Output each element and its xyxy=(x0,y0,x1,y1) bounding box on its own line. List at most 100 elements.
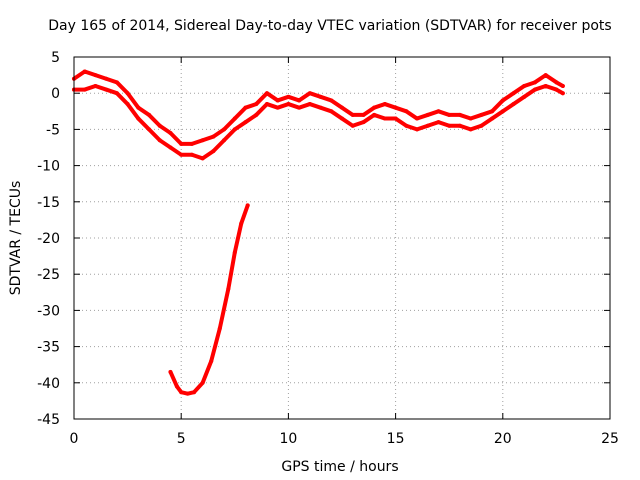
data-point xyxy=(479,112,484,117)
data-point xyxy=(318,94,323,99)
data-point xyxy=(232,250,237,255)
data-point xyxy=(447,123,452,128)
data-point xyxy=(468,116,473,121)
data-point xyxy=(490,116,495,121)
data-point xyxy=(211,149,216,154)
data-point xyxy=(243,120,248,125)
data-point xyxy=(179,141,184,146)
data-point xyxy=(436,109,441,114)
grid xyxy=(74,57,610,419)
data-point xyxy=(82,69,87,74)
data-point xyxy=(189,152,194,157)
series-line-sdtvar-dip xyxy=(168,203,250,396)
data-point xyxy=(511,102,516,107)
data-point xyxy=(425,123,430,128)
data-point xyxy=(222,138,227,143)
data-point xyxy=(404,109,409,114)
data-point xyxy=(307,102,312,107)
data-point xyxy=(329,98,334,103)
data-point xyxy=(297,98,302,103)
data-point xyxy=(275,98,280,103)
data-point xyxy=(245,203,250,208)
data-point xyxy=(174,384,179,389)
data-point xyxy=(254,112,259,117)
y-tick-label: -20 xyxy=(37,231,60,247)
y-tick-label: -35 xyxy=(37,340,60,356)
data-point xyxy=(500,98,505,103)
data-point xyxy=(318,105,323,110)
data-point xyxy=(297,105,302,110)
data-point xyxy=(532,87,537,92)
data-point xyxy=(189,141,194,146)
data-point xyxy=(404,123,409,128)
data-series xyxy=(72,69,565,396)
data-point xyxy=(511,91,516,96)
data-point xyxy=(239,221,244,226)
data-point xyxy=(372,112,377,117)
y-tick-label: -30 xyxy=(37,303,60,319)
x-tick-label: 25 xyxy=(601,431,619,447)
x-tick-label: 5 xyxy=(177,431,186,447)
data-point xyxy=(447,112,452,117)
data-point xyxy=(104,87,109,92)
y-tick-label: -5 xyxy=(46,122,60,138)
data-point xyxy=(307,91,312,96)
data-point xyxy=(125,91,130,96)
y-tick-label: -10 xyxy=(37,159,60,175)
data-point xyxy=(340,105,344,110)
data-point xyxy=(200,138,205,143)
data-point xyxy=(168,145,173,150)
y-tick-label: -25 xyxy=(37,267,60,283)
data-point xyxy=(200,380,205,385)
data-point xyxy=(382,116,387,121)
data-point xyxy=(286,102,291,107)
y-tick-label: -15 xyxy=(37,195,60,211)
data-point xyxy=(522,94,527,99)
data-point xyxy=(393,105,398,110)
data-point xyxy=(179,152,184,157)
data-point xyxy=(254,102,259,107)
data-point xyxy=(457,112,462,117)
data-point xyxy=(232,127,237,132)
data-point xyxy=(436,120,441,125)
x-axis-title: GPS time / hours xyxy=(281,459,398,475)
data-point xyxy=(522,83,527,88)
data-point xyxy=(222,127,227,132)
data-point xyxy=(479,123,484,128)
axis-ticks: 0 5 10 15 20 25 5 0 -5 -10 -15 -20 -25 -30 -35 -40 -45 xyxy=(37,50,619,447)
y-tick-label: 5 xyxy=(51,50,60,66)
data-point xyxy=(554,87,559,92)
data-point xyxy=(361,120,366,125)
data-point xyxy=(554,80,559,85)
data-point xyxy=(560,83,565,88)
data-point xyxy=(264,102,269,107)
y-tick-label: -40 xyxy=(37,376,60,392)
data-point xyxy=(200,156,205,161)
data-point xyxy=(179,390,184,395)
data-point xyxy=(361,112,366,117)
data-point xyxy=(425,112,430,117)
data-point xyxy=(560,91,565,96)
data-point xyxy=(136,116,141,121)
chart-title: Day 165 of 2014, Sidereal Day-to-day VTE… xyxy=(48,18,611,34)
y-tick-label: 0 xyxy=(51,86,60,102)
data-point xyxy=(114,91,119,96)
data-point xyxy=(185,391,190,396)
data-point xyxy=(104,76,109,81)
data-point xyxy=(232,116,237,121)
data-point xyxy=(329,109,334,114)
data-point xyxy=(168,369,173,374)
data-point xyxy=(415,116,420,121)
x-tick-label: 10 xyxy=(279,431,297,447)
data-point xyxy=(157,123,162,128)
data-point xyxy=(93,83,98,88)
data-point xyxy=(157,138,162,143)
data-point xyxy=(372,105,377,110)
data-point xyxy=(125,102,130,107)
data-point xyxy=(226,286,231,291)
data-point xyxy=(543,73,548,78)
data-point xyxy=(415,127,420,132)
data-point xyxy=(393,116,398,121)
data-point xyxy=(243,105,248,110)
data-point xyxy=(490,109,495,114)
